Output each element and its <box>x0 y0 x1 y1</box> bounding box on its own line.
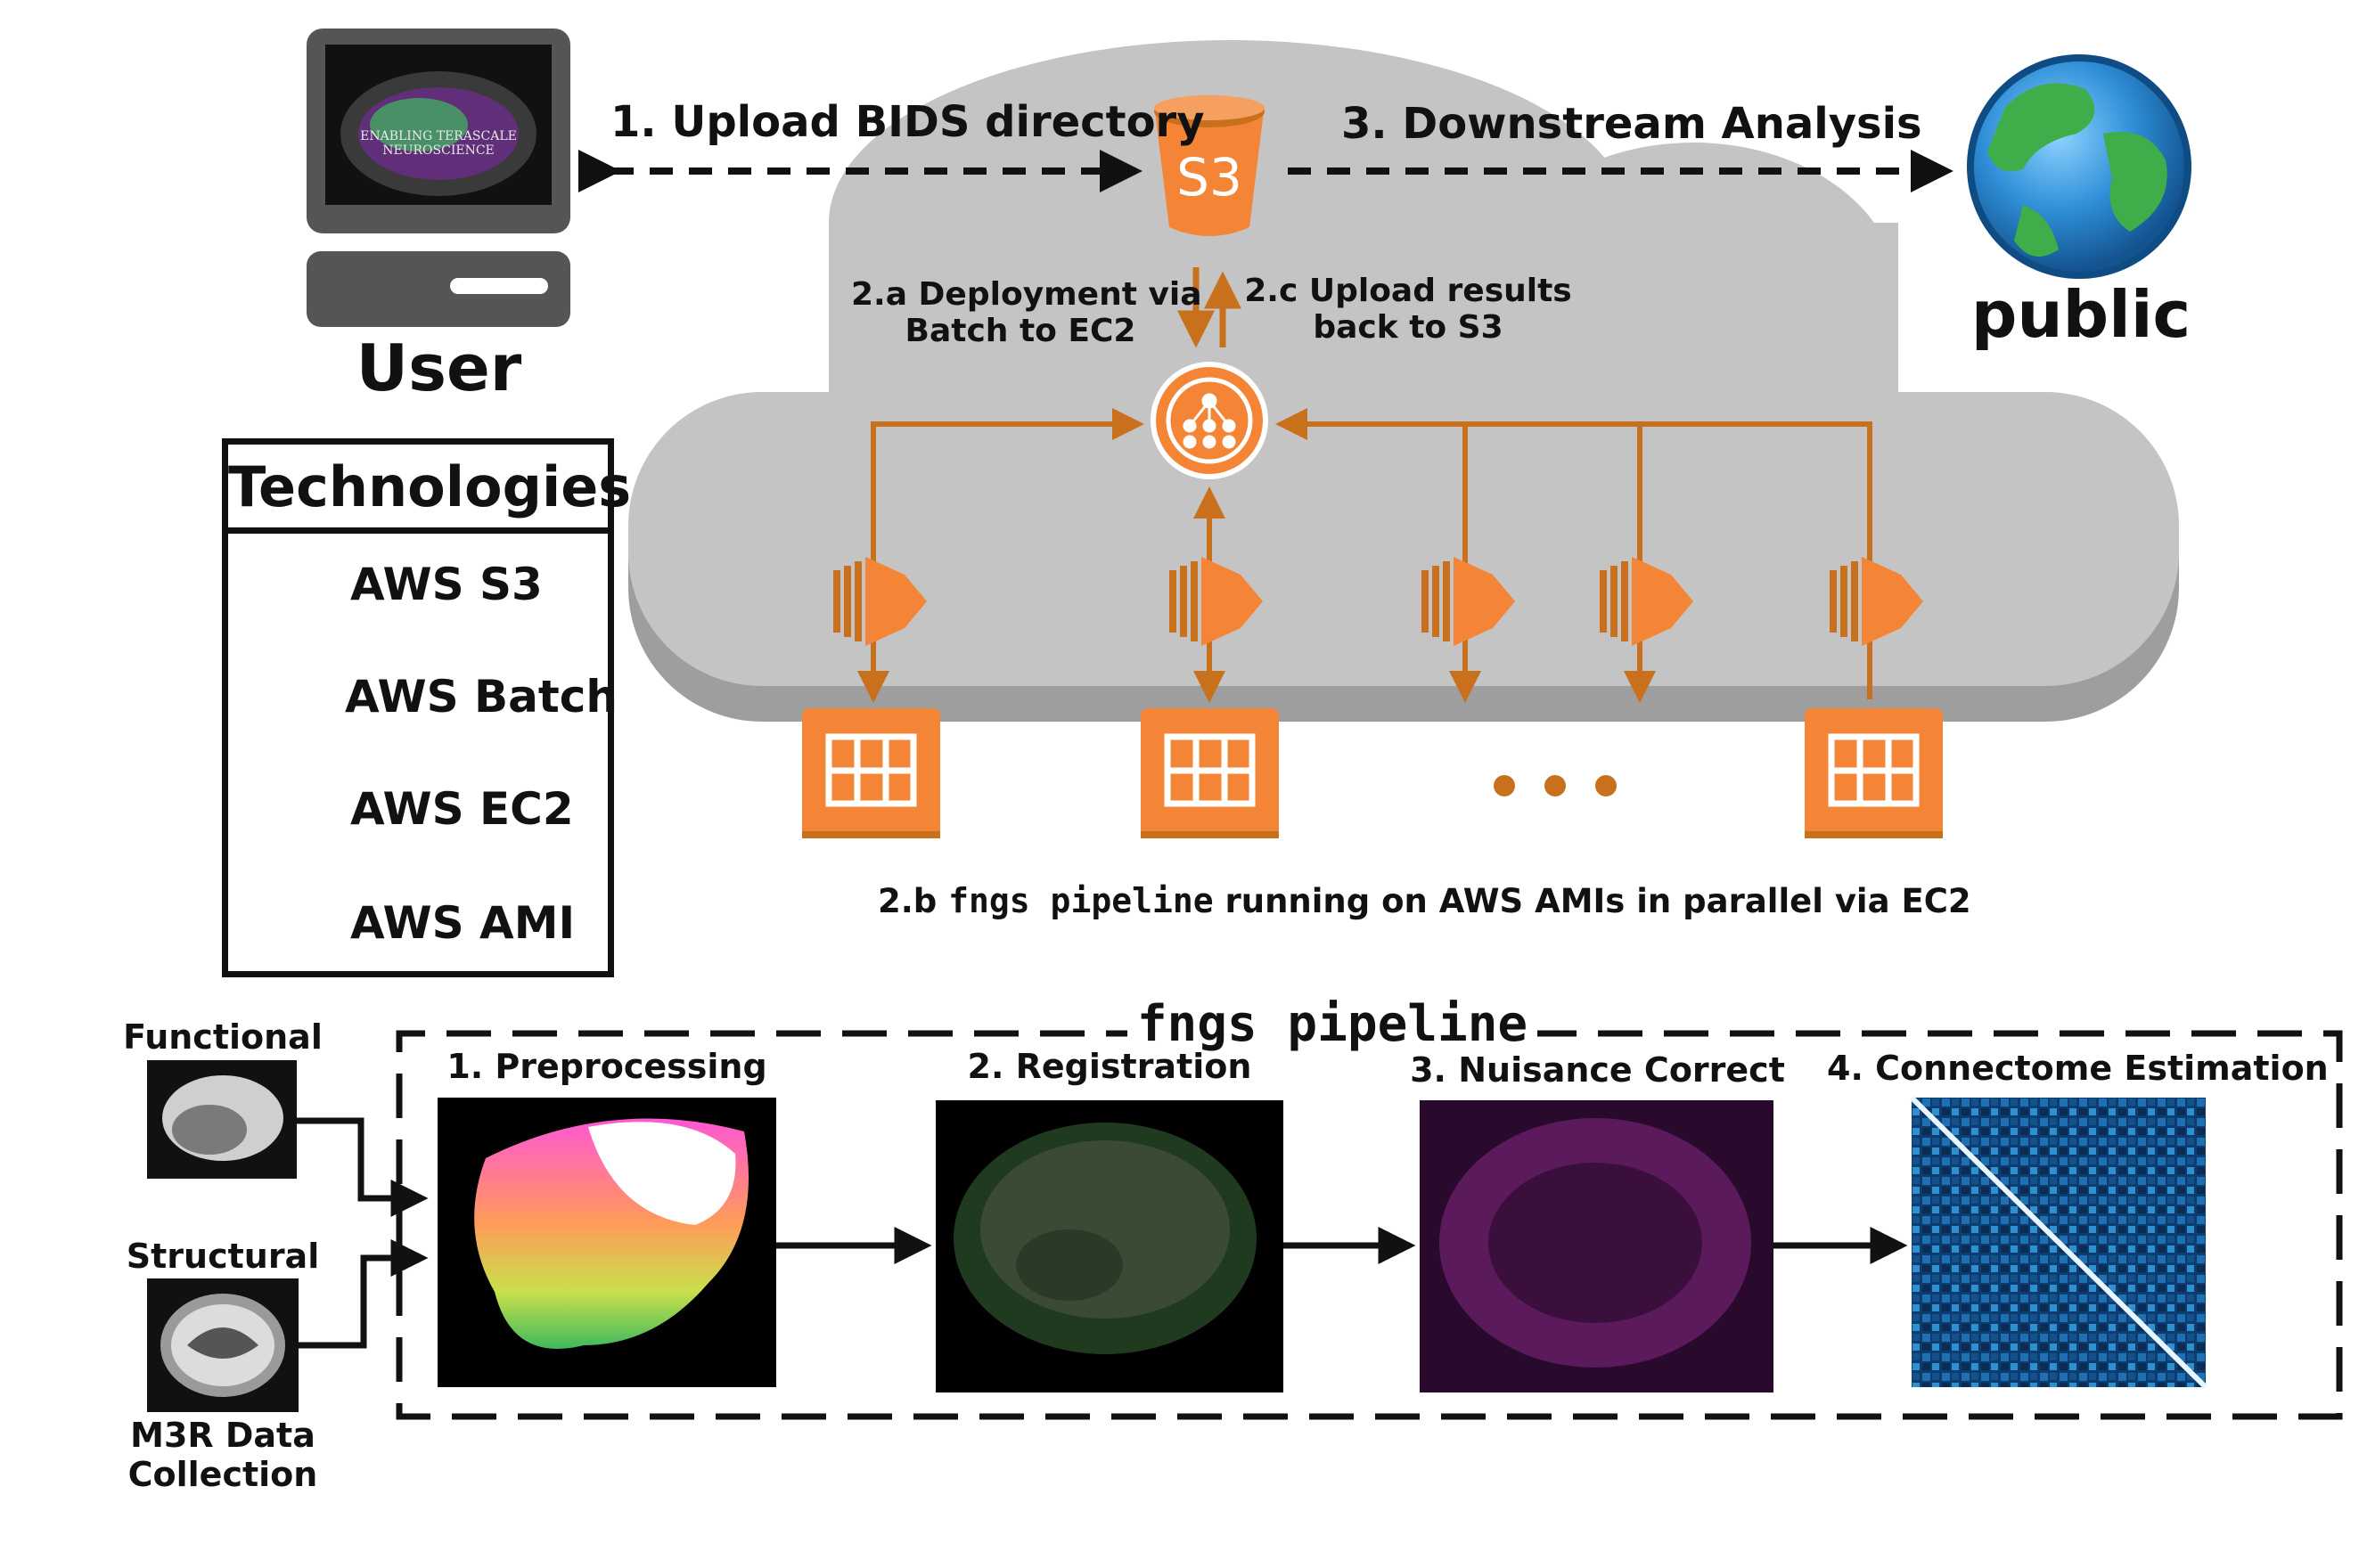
input-label-collection-line1: M3R Data <box>130 1416 315 1455</box>
ec2-icons <box>833 557 1923 646</box>
s3-bucket-icon <box>1154 95 1265 236</box>
technologies-legend: Technologies <box>222 438 631 977</box>
deploy-step-line1: 2.a Deployment via <box>851 276 1202 313</box>
ami-icon-3 <box>1805 708 1943 838</box>
registration-image <box>936 1100 1283 1392</box>
deploy-step-label: 2.a Deployment via Batch to EC2 <box>851 276 1202 350</box>
globe-icon <box>1967 54 2191 279</box>
pipeline-step-label: 2.b fngs pipeline running on AWS AMIs in… <box>878 881 1971 921</box>
ami-icon-1 <box>802 708 940 838</box>
s3-icon-text: S3 <box>1176 147 1242 208</box>
ami-icon-2 <box>1141 708 1279 838</box>
user-computer-icon <box>307 29 570 327</box>
ec2-icon-3 <box>1421 557 1515 646</box>
pipeline-step-prefix: 2.b <box>878 882 949 920</box>
batch-icon <box>1151 362 1268 479</box>
deploy-step-line2: Batch to EC2 <box>905 313 1136 350</box>
structural-image <box>147 1278 299 1412</box>
legend-item-ami: AWS AMI <box>350 897 576 949</box>
ellipsis-dots <box>1494 775 1617 796</box>
downstream-step-label: 3. Downstream Analysis <box>1341 99 1922 149</box>
pipeline-step-code: fngs pipeline <box>948 881 1214 920</box>
stage-label-preprocessing: 1. Preprocessing <box>446 1047 767 1086</box>
ec2-icon-5 <box>1830 557 1923 646</box>
ec2-icon-2 <box>1169 557 1263 646</box>
input-label-collection: M3R Data Collection <box>116 1416 330 1494</box>
nuisance-correct-image <box>1420 1100 1773 1392</box>
ami-icons <box>802 708 1943 838</box>
pipeline-frame <box>396 1007 2343 1420</box>
user-screen-title-line1: ENABLING TERASCALE <box>360 129 517 143</box>
stage-label-connectome: 4. Connectome Estimation <box>1827 1049 2329 1088</box>
upload-step-label: 1. Upload BIDS directory <box>610 97 1205 147</box>
results-step-line2: back to S3 <box>1313 309 1503 347</box>
legend-item-batch: AWS Batch <box>345 671 618 723</box>
legend-item-ec2: AWS EC2 <box>350 783 574 835</box>
input-label-structural: Structural <box>126 1237 320 1276</box>
results-step-line1: 2.c Upload results <box>1244 273 1572 309</box>
input-label-functional: Functional <box>123 1017 323 1057</box>
ec2-icon-4 <box>1600 557 1693 646</box>
user-screen-title: ENABLING TERASCALE NEUROSCIENCE <box>349 129 528 158</box>
input-label-collection-line2: Collection <box>127 1454 318 1494</box>
connectome-image <box>1909 1095 2208 1390</box>
legend-item-s3: AWS S3 <box>350 559 543 610</box>
results-step-label: 2.c Upload results back to S3 <box>1239 273 1577 347</box>
pipeline-step-suffix: running on AWS AMIs in parallel via EC2 <box>1213 882 1971 920</box>
user-label: User <box>356 331 522 405</box>
functional-image <box>147 1060 297 1179</box>
pipeline-title: fngs pipeline <box>1136 995 1528 1053</box>
stage-label-nuisance: 3. Nuisance Correct <box>1410 1050 1785 1090</box>
preprocessing-image <box>438 1098 776 1387</box>
public-label: public <box>1970 277 2191 352</box>
ec2-icon-1 <box>833 557 927 646</box>
pipeline-connectors <box>297 1117 1908 1349</box>
user-screen-title-line2: NEUROSCIENCE <box>382 143 495 159</box>
aws-cloud <box>628 40 2179 722</box>
stage-label-registration: 2. Registration <box>967 1047 1252 1086</box>
technologies-title: Technologies <box>228 445 631 534</box>
